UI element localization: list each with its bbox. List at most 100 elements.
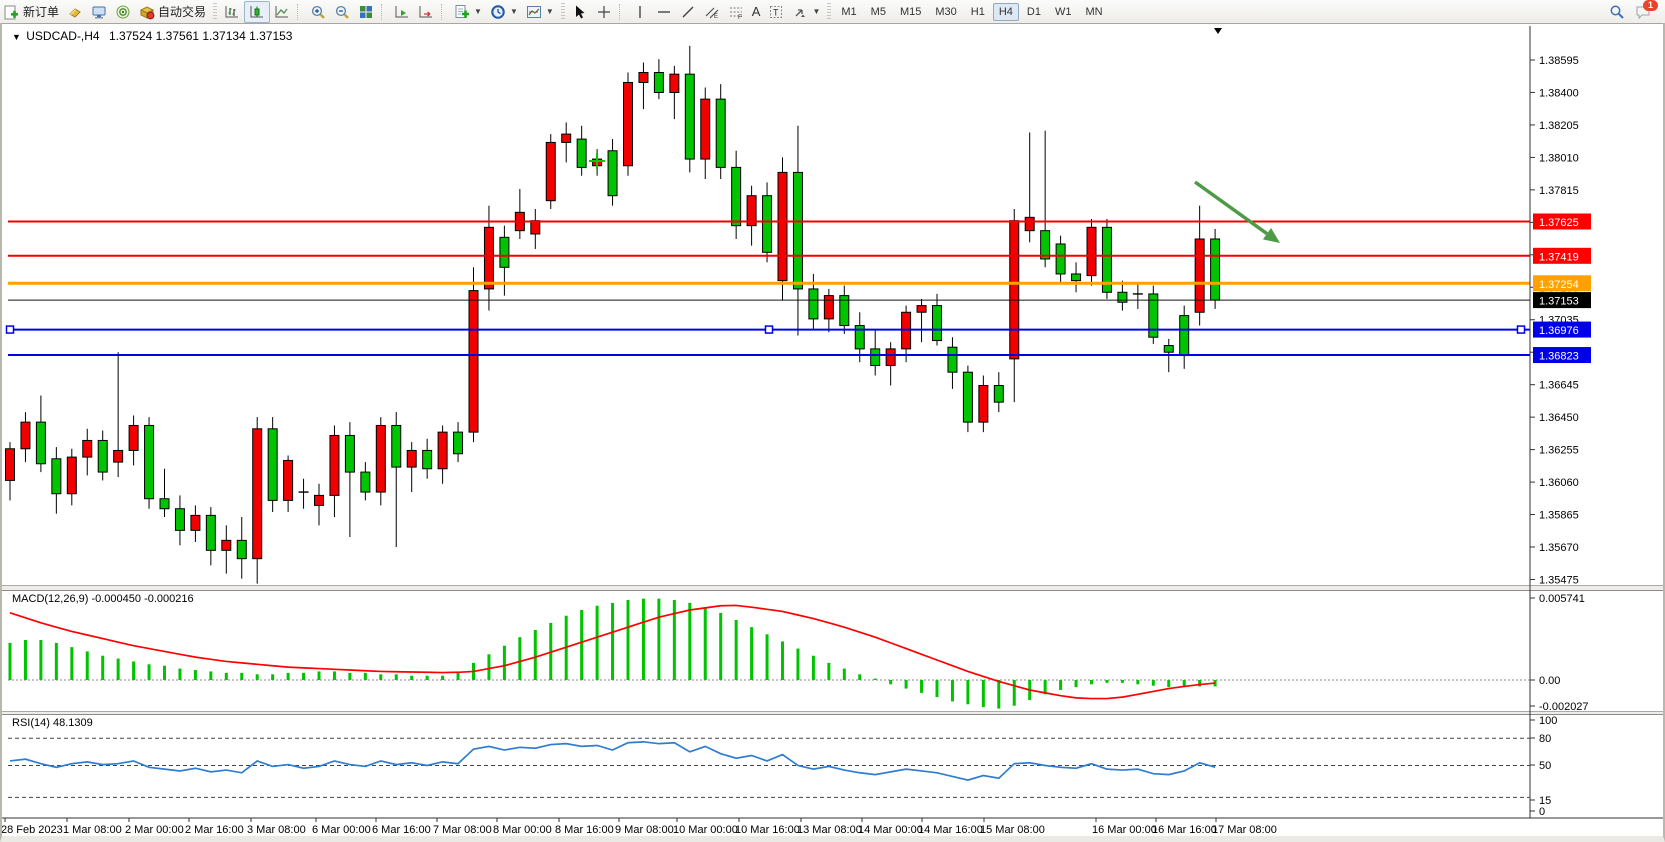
timeframe-w1[interactable]: W1 [1054,5,1072,18]
candle-body [1086,226,1097,277]
candle-body [916,305,927,313]
timeframe-m1[interactable]: M1 [841,5,857,18]
autotrade-button[interactable]: 自动交易 [135,1,210,22]
templates-button[interactable]: ▼ [522,2,558,22]
candle-body [808,288,819,320]
time-tick-label: 10 Mar 00:00 [673,824,738,836]
signal-button[interactable] [111,2,135,22]
price-badge [1533,275,1591,292]
candle-body [20,421,31,450]
rsi-indicator-label: RSI(14) 48.1309 [12,717,93,729]
cursor-tool-button[interactable] [568,2,592,22]
candle-body [453,431,464,455]
chart-symbol-title: ▼ USDCAD-,H4 1.37524 1.37561 1.37134 1.3… [12,29,292,43]
indicators-button[interactable] [390,2,414,22]
price-tick-label: 1.37815 [1539,185,1579,197]
candle-body [35,421,46,465]
candle-body [792,171,803,290]
autotrade-label: 自动交易 [158,5,207,19]
main-toolbar: 新订单 自动交易 ▼ ▼ [0,0,1665,24]
timeframe-h4[interactable]: H4 [992,2,1019,21]
toolbar-separator [381,3,387,20]
toolbar-right-cluster: 1 [1609,0,1665,20]
notifications-button[interactable]: 1 [1635,0,1658,20]
timeframe-bar: M1 M5 M15 M30 H1 H4 D1 W1 MN [834,2,1109,21]
price-badge [1533,247,1591,264]
hline-tool-button[interactable] [652,2,676,22]
timeframe-m30[interactable]: M30 [935,5,957,18]
dropdown-caret-icon: ▼ [812,7,821,16]
candle-body [823,295,834,320]
timeframe-mn[interactable]: MN [1085,5,1103,18]
rsi-axis-label: 15 [1539,795,1551,807]
time-tick-label: 28 Feb 2023 [1,824,63,836]
toolbar-separator [441,3,447,20]
candle-body [314,494,324,506]
line-chart-mode-button[interactable] [270,2,294,22]
candle-chart-mode-button[interactable] [244,0,271,23]
arrows-tool-button[interactable]: ▼ [788,2,824,22]
period-button[interactable]: ▼ [486,2,522,22]
time-tick-label: 16 Mar 16:00 [1152,824,1217,836]
channel-tool-button[interactable]: E [700,2,724,22]
vline-tool-button[interactable] [628,2,652,22]
crosshair-tool-button[interactable] [592,2,616,22]
text-tool-button[interactable]: A [748,2,765,21]
macd-axis-label: 0.005741 [1539,593,1585,605]
template-icon [526,5,541,18]
price-tick-label: 1.38010 [1539,152,1579,164]
price-tick-label: 1.36450 [1539,412,1579,424]
bar-chart-mode-button[interactable] [220,2,244,22]
macd-axis-label: 0.00 [1539,675,1560,687]
candle-body [66,456,77,495]
candle-body [437,431,448,470]
toolbar-separator [560,2,565,21]
collapse-triangle-icon[interactable]: ▼ [12,32,21,42]
autotrade-icon [139,5,155,19]
tile-windows-button[interactable] [354,2,378,22]
dropdown-caret-icon: ▼ [545,7,554,16]
line-chart-icon [275,5,289,17]
macd-axis-label: -0.002027 [1539,701,1589,713]
rsi-axis-label: 80 [1539,733,1551,745]
rsi-axis-label: 50 [1539,760,1551,772]
trendline-tool-button[interactable] [676,2,700,22]
gold-bar-icon [69,7,81,18]
candle-body [870,348,881,367]
indicator-window-button[interactable] [414,2,438,22]
candle-body [839,295,850,327]
candle-body [499,236,510,268]
zoom-out-button[interactable] [330,2,354,22]
new-order-icon [4,5,18,19]
candle-body [391,424,402,468]
gold-bar-button[interactable] [63,2,87,22]
candle-body [1101,226,1112,293]
timeframe-h1[interactable]: H1 [970,5,985,18]
price-badge-label: 1.36823 [1539,351,1579,363]
timeframe-d1[interactable]: D1 [1026,5,1041,18]
candle-body [97,439,108,473]
candle-body [51,458,62,495]
timeframe-m5[interactable]: M5 [870,5,886,18]
candle-body [962,371,973,423]
candle-body [329,434,340,496]
fibonacci-tool-button[interactable]: F [724,2,748,22]
candle-body [144,424,155,500]
indicators-icon [395,5,409,17]
search-icon[interactable] [1609,4,1625,20]
price-tick-label: 1.36645 [1539,380,1579,392]
chart-canvas[interactable]: 1.35475 1.35670 1.35865 1.36060 1.36255 1.364… [0,24,1665,842]
price-tick-label: 1.38205 [1539,120,1579,132]
price-badge-label: 1.37153 [1539,296,1579,308]
price-tick-label: 1.35670 [1539,542,1579,554]
time-tick-label: 1 Mar 08:00 [63,824,122,836]
price-tick-label: 1.38595 [1539,55,1579,67]
new-order-button[interactable]: 新订单 [0,1,63,22]
time-tick-label: 9 Mar 08:00 [615,824,674,836]
new-chart-button[interactable]: ▼ [450,2,486,22]
zoom-in-button[interactable] [306,2,330,22]
timeframe-m15[interactable]: M15 [899,5,922,18]
label-tool-button[interactable]: T [764,2,788,22]
mql-community-button[interactable] [87,2,111,22]
